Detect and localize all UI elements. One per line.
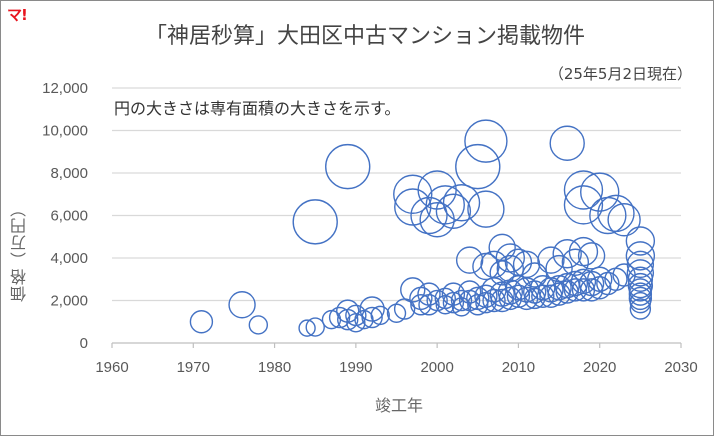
bubble-point <box>467 190 505 228</box>
y-axis-ticks: 0 2,000 4,000 6,000 8,000 10,000 12,000 <box>42 80 88 352</box>
bubble-point <box>455 246 484 274</box>
bubble-point <box>464 119 508 163</box>
bubble-point <box>563 185 604 225</box>
bubble-point <box>628 286 653 311</box>
bubble-point <box>248 315 269 335</box>
bubble-point <box>498 286 522 311</box>
bubble-point <box>328 306 351 329</box>
bubble-point <box>442 291 465 314</box>
bubble-point <box>537 246 565 274</box>
bubble-point <box>345 304 367 327</box>
bubble-point <box>346 313 366 333</box>
bubble-point <box>579 278 604 302</box>
x-axis-ticks: 1960 1970 1980 1990 2000 2010 2020 2030 <box>95 359 697 376</box>
bubble-point <box>425 185 465 225</box>
bubble-point <box>549 125 585 161</box>
bubble-point <box>627 272 654 299</box>
bubble-series <box>189 119 656 337</box>
chart-subtitle: （25年5月2日現在） <box>548 65 692 83</box>
bubble-point <box>370 305 390 326</box>
bubble-point <box>512 250 541 279</box>
bubble-point <box>570 268 597 295</box>
bubble-point <box>563 170 604 210</box>
bubble-point <box>457 280 482 304</box>
bubble-point <box>506 284 531 308</box>
bubble-point <box>552 239 582 269</box>
bubble-point <box>400 277 426 303</box>
bubble-point <box>580 172 620 212</box>
bubble-point <box>490 288 514 313</box>
bubble-point <box>496 254 524 283</box>
bubble-point <box>298 319 316 337</box>
bubble-point <box>531 284 555 308</box>
bubble-point <box>442 184 481 222</box>
y-tick-label: 2,000 <box>50 293 88 310</box>
x-axis <box>111 342 682 348</box>
x-tick-label: 1980 <box>258 359 291 376</box>
bubble-point <box>305 317 325 337</box>
x-tick-label: 1960 <box>95 359 128 376</box>
bubble-point <box>629 298 652 320</box>
bubble-point <box>545 254 573 283</box>
bubble-point <box>561 248 590 276</box>
bubble-point <box>489 260 515 286</box>
y-tick-label: 4,000 <box>50 250 88 267</box>
bubble-point <box>627 266 654 292</box>
bubble-point <box>626 250 655 279</box>
bubble-point <box>189 310 214 334</box>
y-tick-label: 0 <box>80 335 88 352</box>
bubble-point <box>604 267 628 291</box>
y-tick-label: 10,000 <box>42 123 88 140</box>
bubble-point <box>562 270 589 297</box>
bubble-point <box>292 199 338 245</box>
bubble-point <box>450 289 473 312</box>
y-tick-label: 8,000 <box>50 165 88 182</box>
bubble-point <box>361 306 383 329</box>
x-tick-label: 1970 <box>177 359 210 376</box>
bubble-point <box>629 291 652 314</box>
bubble-point <box>228 291 256 319</box>
x-axis-label: 竣工年 <box>374 396 423 415</box>
x-tick-label: 1990 <box>339 359 372 376</box>
brand-logo: マ! <box>7 6 28 24</box>
bubble-point <box>393 174 433 214</box>
y-axis-label: 価格（万円） <box>10 200 29 302</box>
y-tick-label: 12,000 <box>42 80 88 97</box>
bubble-point <box>359 296 385 322</box>
bubble-point <box>626 259 655 287</box>
bubble-point <box>597 194 635 233</box>
bubble-point <box>435 193 472 229</box>
bubble-point <box>426 289 448 312</box>
bubble-point <box>504 248 533 276</box>
bubble-point <box>628 282 653 306</box>
bubble-point <box>607 203 641 237</box>
bubble-point <box>325 143 371 190</box>
x-tick-label: 2020 <box>583 359 616 376</box>
bubble-point <box>628 278 653 302</box>
x-tick-label: 2030 <box>664 359 697 376</box>
bubble-point <box>563 278 588 302</box>
bubble-point <box>386 303 407 323</box>
bubble-point <box>410 196 448 235</box>
bubble-point <box>577 242 606 270</box>
bubble-point <box>482 288 506 313</box>
bubble-point <box>625 241 656 271</box>
bubble-point <box>625 226 656 256</box>
bubble-point <box>521 262 548 288</box>
bubble-point <box>467 294 489 316</box>
y-tick-label: 6,000 <box>50 208 88 225</box>
chart-annotation: 円の大きさは専有面積の大きさを示す。 <box>114 99 401 118</box>
chart-title: 「神居秒算」大田区中古マンション掲載物件 <box>144 24 585 49</box>
bubble-point <box>455 143 501 190</box>
bubble-point <box>394 188 432 226</box>
x-tick-label: 2000 <box>420 359 453 376</box>
x-tick-label: 2010 <box>502 359 535 376</box>
